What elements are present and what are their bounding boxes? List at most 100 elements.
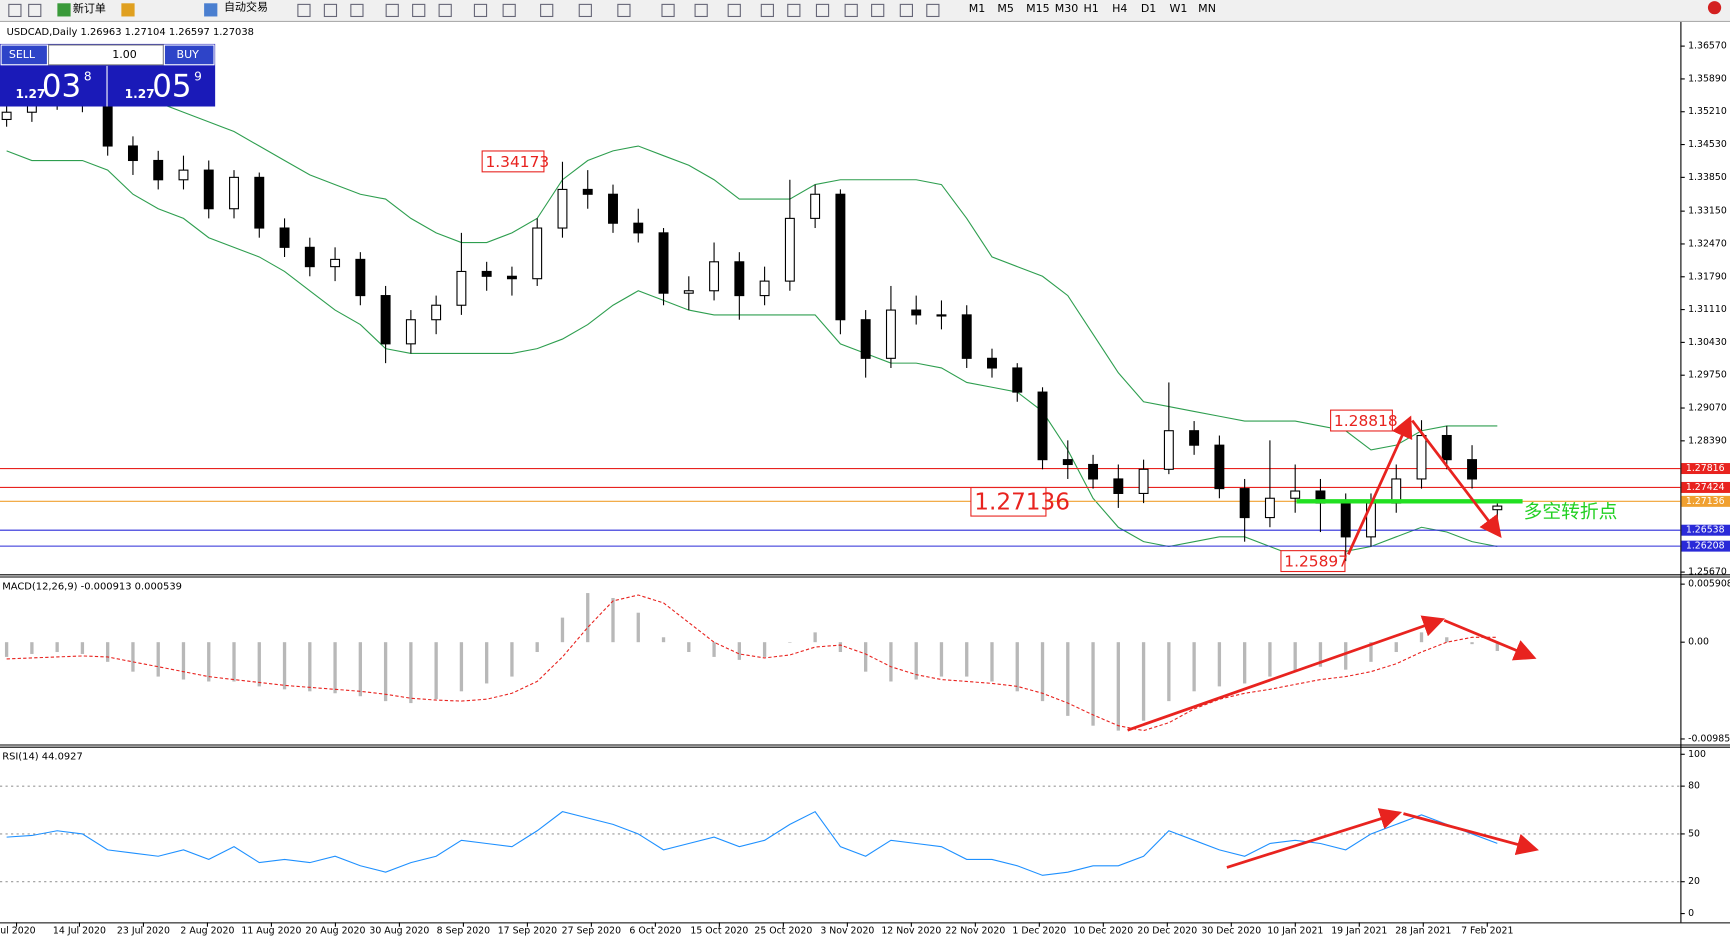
toolbar-icon[interactable] <box>815 3 830 18</box>
candle-body <box>1163 430 1174 470</box>
rsi-title: RSI(14) 44.0927 <box>2 752 83 763</box>
time-label: 27 Sep 2020 <box>562 926 621 937</box>
macd-bar <box>1242 642 1247 684</box>
timeframe-button[interactable]: W1 <box>1170 2 1188 15</box>
toolbar-icon[interactable] <box>578 3 592 18</box>
tool-icon[interactable] <box>121 3 135 17</box>
timeframe-button[interactable]: H4 <box>1112 2 1127 15</box>
sell-label[interactable]: SELL <box>9 48 36 61</box>
buy-button[interactable] <box>163 44 215 66</box>
candle-body <box>380 295 391 345</box>
toolbar-icon[interactable] <box>350 3 364 18</box>
sell-button[interactable] <box>0 44 48 66</box>
toolbar-icon[interactable] <box>844 3 858 18</box>
timeframe-button[interactable]: D1 <box>1141 2 1157 15</box>
timeframe-button[interactable]: M1 <box>969 2 986 15</box>
toolbar-icon[interactable] <box>661 3 675 18</box>
bid-big[interactable]: 1.27 <box>15 87 45 101</box>
price-annotation: 1.34173 <box>485 153 549 171</box>
candle-body <box>1 111 12 121</box>
timeframe-button[interactable]: M5 <box>997 2 1014 15</box>
notification-badge[interactable] <box>1707 1 1722 15</box>
candle-body <box>532 227 543 280</box>
price-annotation-box <box>1280 550 1346 573</box>
toolbar-icon[interactable] <box>727 3 741 18</box>
candle-body <box>1062 459 1073 466</box>
toolbar-icon[interactable] <box>502 3 516 18</box>
new-order-button[interactable]: 新订单 <box>73 1 106 15</box>
y-tick-label: 1.31790 <box>1688 271 1727 282</box>
ask-figure[interactable]: 05 <box>152 68 191 104</box>
toolbar-icon[interactable] <box>385 3 399 18</box>
toolbar-icon[interactable] <box>694 3 708 18</box>
time-label: 14 Jul 2020 <box>53 926 106 937</box>
toolbar-icon[interactable] <box>473 3 488 18</box>
auto-trading-icon[interactable] <box>204 3 218 17</box>
candle-body <box>936 314 947 317</box>
toolbar-icon[interactable] <box>323 3 338 18</box>
macd-arrow-up <box>1127 615 1446 732</box>
toolbar-icon[interactable] <box>760 3 774 18</box>
toolbar-icon[interactable] <box>926 3 940 18</box>
time-label: 23 Jul 2020 <box>117 926 170 937</box>
one-click-panel: SELL 1.00 BUY 1.27 03 8 1.27 05 9 <box>0 43 216 107</box>
lots-field[interactable] <box>47 44 164 66</box>
y-tick-label: 1.34530 <box>1688 139 1727 150</box>
timeframe-button[interactable]: H1 <box>1083 2 1098 15</box>
toolbar-icon[interactable] <box>540 3 554 18</box>
toolbar-icon[interactable] <box>787 3 801 18</box>
time-label: 15 Oct 2020 <box>690 926 748 937</box>
y-tick-label: 50 <box>1688 828 1700 839</box>
plots: Jul 2020 14 Jul 2020 23 Jul 2020 2 Aug 2020… <box>0 41 1730 937</box>
candle-body <box>911 309 922 316</box>
turning-point-label: 多空转折点 <box>1524 502 1618 523</box>
y-tick-label: 1.30430 <box>1688 337 1727 348</box>
bid-figure[interactable]: 03 <box>42 68 81 104</box>
macd-bar <box>1445 637 1449 643</box>
candle-body <box>582 188 593 195</box>
macd-bar <box>181 642 186 680</box>
macd-bar <box>1066 642 1070 716</box>
lots-value[interactable]: 1.00 <box>112 48 137 61</box>
price-level-tag <box>1681 463 1730 475</box>
auto-trading-button[interactable]: 自动交易 <box>224 0 268 14</box>
toolbar-icon[interactable] <box>899 3 913 18</box>
macd-bar <box>1470 642 1474 645</box>
macd-bar <box>1141 642 1146 721</box>
y-tick-label: 1.36570 <box>1688 41 1727 52</box>
time-label: 3 Nov 2020 <box>820 926 874 937</box>
timeframe-button[interactable]: M15 <box>1026 2 1050 15</box>
macd-bar <box>636 612 640 643</box>
toolbar-icon[interactable] <box>438 3 452 18</box>
ask-big[interactable]: 1.27 <box>125 87 155 101</box>
toolbar-icon[interactable] <box>412 3 426 18</box>
candle-body <box>1239 488 1250 519</box>
candle-body <box>1012 367 1023 393</box>
macd-bar <box>55 642 59 653</box>
toolbar-icon[interactable] <box>28 3 42 18</box>
new-order-icon[interactable] <box>57 3 71 17</box>
toolbar-icon[interactable] <box>8 3 22 18</box>
toolbar-icon[interactable] <box>297 3 311 18</box>
candle-body <box>608 193 618 224</box>
timeframe-button[interactable]: M30 <box>1055 2 1079 15</box>
time-label: 30 Aug 2020 <box>369 926 429 937</box>
y-tick-label: 100 <box>1688 749 1706 760</box>
y-tick-label: 1.31110 <box>1688 304 1727 315</box>
macd-bar <box>712 642 716 657</box>
macd-bar <box>990 642 994 682</box>
buy-label[interactable]: BUY <box>177 48 200 61</box>
timeframe-button[interactable]: MN <box>1198 2 1216 15</box>
toolbar-icon[interactable] <box>617 3 631 18</box>
bid-pip[interactable]: 8 <box>84 69 92 83</box>
macd-bar <box>30 642 34 654</box>
price-annotation: 1.28818 <box>1334 412 1398 430</box>
rsi-arrow-up <box>1226 808 1403 869</box>
y-tick-label: 1.32470 <box>1688 238 1727 249</box>
toolbar-icon[interactable] <box>871 3 885 18</box>
ask-pip[interactable]: 9 <box>194 69 202 83</box>
macd-bar <box>838 642 843 653</box>
rsi-line <box>6 810 1498 876</box>
time-label: 2 Aug 2020 <box>180 926 234 937</box>
time-label: 12 Nov 2020 <box>881 926 941 937</box>
